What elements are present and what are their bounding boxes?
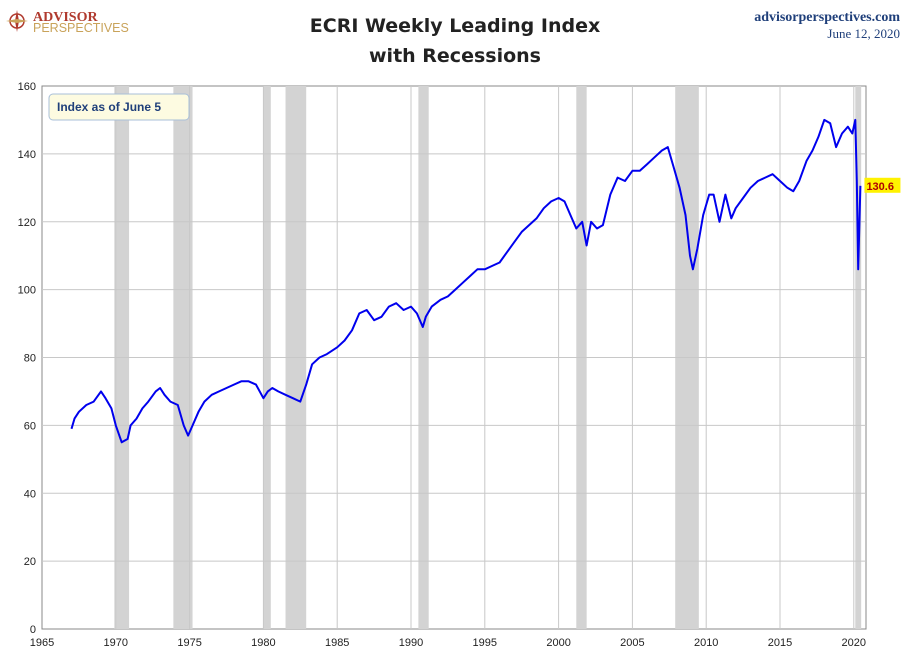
logo-line1: ADVISOR xyxy=(33,10,98,25)
site-name: advisorperspectives.com xyxy=(754,10,900,25)
logo-line2: PERSPECTIVES xyxy=(33,21,129,35)
axis-tick-labels: 0 20 40 60 80 100 120 140 160 1965 1970 1975 1980 198… xyxy=(18,81,866,649)
last-value-label: 130.6 xyxy=(864,177,901,193)
y-tick-label: 80 xyxy=(24,353,36,365)
y-tick-label: 140 xyxy=(18,149,36,161)
x-tick-label: 1995 xyxy=(473,637,497,649)
y-tick-label: 0 xyxy=(30,624,36,636)
y-tick-label: 20 xyxy=(24,556,36,568)
leading-index-line xyxy=(70,118,862,444)
publish-date: June 12, 2020 xyxy=(827,26,900,41)
x-tick-label: 1975 xyxy=(177,637,201,649)
y-tick-label: 40 xyxy=(24,488,36,500)
x-tick-label: 1985 xyxy=(325,637,349,649)
y-tick-label: 120 xyxy=(18,217,36,229)
x-tick-label: 1980 xyxy=(251,637,275,649)
x-tick-label: 2010 xyxy=(694,637,718,649)
x-tick-label: 1965 xyxy=(30,637,54,649)
series-layer xyxy=(70,118,862,444)
advisor-perspectives-logo: ADVISOR PERSPECTIVES xyxy=(6,10,129,35)
annotation-background xyxy=(48,93,190,121)
x-tick-label: 2005 xyxy=(620,637,644,649)
x-tick-label: 2000 xyxy=(546,637,570,649)
chart-title-line2: with Recessions xyxy=(369,45,541,67)
gridlines xyxy=(42,86,866,629)
x-tick-label: 1970 xyxy=(104,637,128,649)
y-tick-label: 160 xyxy=(18,81,36,93)
x-tick-label: 2015 xyxy=(768,637,792,649)
annotation-box: Index as of June 5 xyxy=(48,93,190,121)
last-value-highlight xyxy=(864,177,901,193)
y-tick-label: 100 xyxy=(18,285,36,297)
x-tick-label: 1990 xyxy=(399,637,423,649)
chart-title-line1: ECRI Weekly Leading Index xyxy=(310,15,600,37)
compass-rose-icon xyxy=(6,10,28,32)
y-tick-label: 60 xyxy=(24,420,36,432)
annotation-text: Index as of June 5 xyxy=(57,100,161,114)
x-tick-label: 2020 xyxy=(842,637,866,649)
last-value-text: 130.6 xyxy=(866,181,894,193)
